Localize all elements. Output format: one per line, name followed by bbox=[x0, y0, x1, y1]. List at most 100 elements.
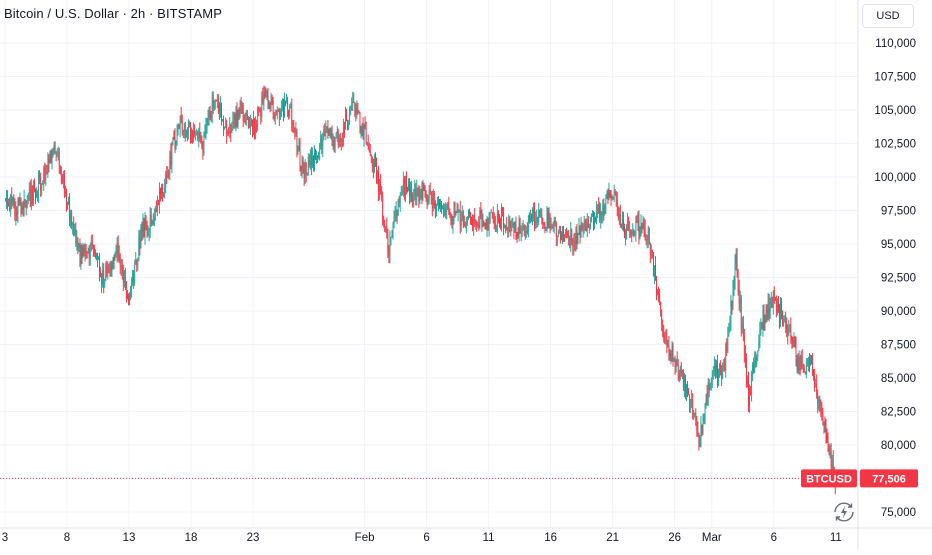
candle-body bbox=[119, 256, 121, 267]
candle-body bbox=[247, 116, 249, 126]
candle-body bbox=[631, 233, 633, 234]
candle-body bbox=[60, 172, 62, 178]
candle-body bbox=[252, 119, 253, 131]
candle-body bbox=[442, 206, 444, 210]
candle-body bbox=[154, 209, 156, 216]
candle-body bbox=[691, 398, 693, 406]
candle-body bbox=[459, 209, 461, 226]
candle-body bbox=[178, 124, 180, 129]
candle-body bbox=[770, 297, 772, 307]
candle-body bbox=[85, 248, 87, 252]
candle-body bbox=[8, 203, 10, 207]
candle-body bbox=[783, 320, 785, 326]
candle-body bbox=[264, 91, 266, 93]
candle-body bbox=[599, 204, 601, 220]
candle-body bbox=[236, 111, 238, 127]
candle-body bbox=[315, 153, 316, 158]
candle-body bbox=[124, 277, 126, 290]
candle-body bbox=[135, 260, 137, 265]
candle-body bbox=[416, 187, 418, 201]
candle-body bbox=[411, 188, 413, 200]
candle-body bbox=[709, 383, 711, 391]
candle-body bbox=[66, 188, 67, 207]
y-tick-label: 95,000 bbox=[881, 239, 916, 251]
candle-body bbox=[213, 100, 215, 110]
candle-body bbox=[43, 167, 45, 183]
candle-body bbox=[359, 113, 361, 133]
candle-body bbox=[427, 200, 429, 205]
candle-body bbox=[679, 367, 681, 379]
candle-body bbox=[434, 205, 436, 212]
candle-body bbox=[818, 399, 820, 404]
candle-body bbox=[13, 196, 15, 203]
lightning-reset-icon[interactable] bbox=[829, 500, 859, 524]
candle-body bbox=[534, 207, 535, 227]
candle-body bbox=[217, 99, 219, 109]
candle-body bbox=[226, 124, 228, 135]
candle-body bbox=[789, 325, 791, 327]
candle-body bbox=[396, 210, 398, 216]
candle-body bbox=[531, 217, 532, 220]
candle-body bbox=[423, 186, 425, 191]
candle-body bbox=[345, 115, 346, 129]
candle-body bbox=[730, 301, 732, 324]
candle-body bbox=[208, 111, 210, 119]
candle-body bbox=[740, 298, 742, 329]
candle-body bbox=[15, 210, 17, 217]
candle-body bbox=[602, 205, 604, 215]
candle-body bbox=[99, 258, 100, 275]
candle-body bbox=[680, 367, 682, 371]
candle-body bbox=[323, 129, 325, 141]
candle-body bbox=[261, 96, 263, 117]
candle-body bbox=[198, 131, 200, 139]
candle-body bbox=[609, 191, 611, 197]
candle-body bbox=[189, 123, 190, 125]
candle-body bbox=[44, 167, 46, 179]
candle-body bbox=[471, 218, 472, 219]
time-axis[interactable]: 3 8 13 18 23 Feb 6 11 16 21 26 Mar 6 11 bbox=[0, 527, 932, 544]
candle-body bbox=[580, 222, 582, 238]
candle-body bbox=[595, 217, 596, 223]
candle-body bbox=[406, 178, 407, 188]
candle-body bbox=[755, 356, 757, 366]
candle-body bbox=[508, 219, 510, 229]
candle-body bbox=[103, 270, 105, 286]
candle-body bbox=[517, 233, 519, 236]
candle-body bbox=[33, 184, 34, 201]
candle-body bbox=[412, 199, 414, 206]
candle-body bbox=[25, 205, 27, 208]
candle-body bbox=[429, 190, 431, 192]
candle-body bbox=[448, 205, 450, 215]
candle-body bbox=[573, 241, 575, 247]
candle-body bbox=[465, 220, 467, 226]
candle-body bbox=[246, 112, 248, 117]
candle-body bbox=[294, 128, 296, 134]
candle-body bbox=[265, 92, 267, 94]
candle-body bbox=[391, 232, 393, 238]
candle-body bbox=[175, 142, 177, 147]
candle-body bbox=[347, 120, 348, 130]
price-axis[interactable]: 75,00077,50080,00082,50085,00087,50090,0… bbox=[857, 0, 916, 550]
candle-body bbox=[622, 218, 623, 226]
candle-body bbox=[413, 195, 415, 206]
candle-body bbox=[445, 208, 447, 212]
candle-body bbox=[268, 104, 270, 108]
candle-body bbox=[28, 188, 30, 195]
candle-body bbox=[812, 362, 813, 370]
candle-body bbox=[815, 383, 817, 385]
candle-body bbox=[291, 103, 293, 125]
currency-button[interactable]: USD bbox=[862, 4, 914, 28]
candle-body bbox=[766, 308, 768, 320]
candle-body bbox=[390, 237, 392, 238]
candle-body bbox=[286, 100, 287, 103]
candle-body bbox=[678, 375, 680, 379]
candle-body bbox=[771, 297, 773, 308]
candle-body bbox=[199, 131, 201, 138]
candle-body bbox=[813, 369, 814, 376]
candle-body bbox=[734, 262, 736, 283]
candle-body bbox=[113, 258, 115, 261]
x-tick-label: Feb bbox=[355, 532, 375, 544]
candle-body bbox=[201, 143, 203, 149]
